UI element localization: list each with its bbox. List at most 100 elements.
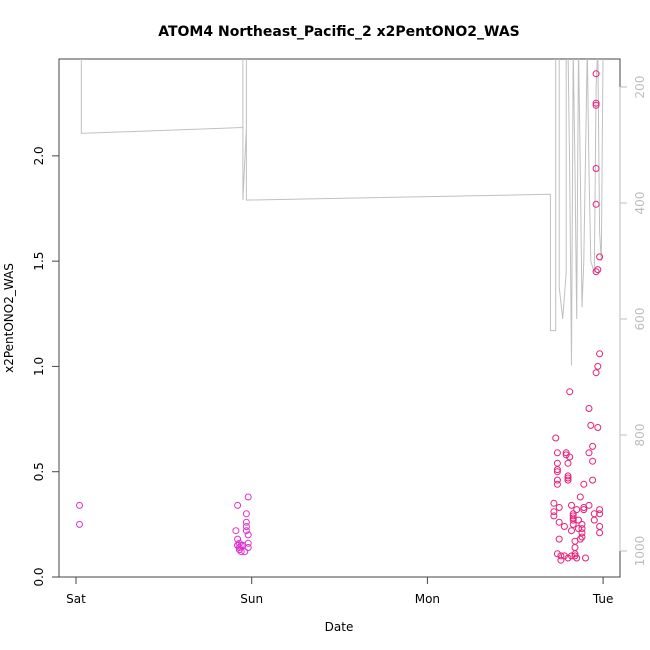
data-point [576, 535, 584, 543]
x-tick-label: Sun [240, 592, 263, 606]
data-point [562, 449, 570, 457]
data-point [564, 474, 572, 482]
data-point [596, 510, 604, 518]
data-point [571, 550, 579, 558]
data-point [244, 539, 252, 547]
data-point [553, 476, 561, 484]
y2-tick-label: 200 [633, 76, 647, 99]
data-point [566, 388, 574, 396]
data-point [585, 449, 593, 457]
data-point [235, 544, 243, 551]
data-point [244, 544, 252, 551]
data-point [578, 529, 586, 537]
data-point [573, 554, 581, 562]
y-tick-label: 2.0 [32, 146, 46, 165]
y2-tick-label: 1000 [633, 536, 647, 567]
data-point [76, 520, 83, 528]
data-point [234, 541, 242, 549]
y-axis-label: x2PentONO2_WAS [2, 263, 16, 373]
data-point [232, 527, 240, 535]
x-tick-label: Mon [415, 592, 440, 606]
data-point [580, 480, 588, 488]
data-point [578, 533, 586, 541]
data-point [594, 266, 602, 274]
data-point [596, 523, 604, 530]
data-point [553, 449, 561, 457]
data-point [553, 468, 561, 476]
data-point [592, 99, 600, 107]
data-point [587, 421, 595, 429]
data-point [592, 369, 600, 377]
y-tick-label: 0.5 [32, 462, 46, 481]
data-point [578, 520, 586, 528]
data-point [557, 556, 565, 564]
data-point [596, 529, 604, 537]
data-point [594, 424, 602, 431]
data-point [553, 466, 561, 474]
y2-axis: 200 400 600 800 1000 [619, 76, 647, 567]
data-point [244, 531, 252, 539]
data-point [564, 459, 572, 467]
data-point [569, 516, 577, 524]
data-point [564, 476, 572, 484]
data-point [76, 501, 83, 509]
x-tick-label: Tue [592, 592, 614, 606]
data-point [553, 480, 561, 488]
data-point [594, 362, 602, 370]
x-axis-label: Date [325, 620, 354, 634]
data-point [589, 442, 597, 450]
data-point [592, 165, 600, 172]
data-point [596, 350, 604, 358]
data-point [590, 516, 598, 524]
data-point [550, 512, 558, 520]
data-point [592, 70, 600, 78]
y-tick-label: 0.0 [32, 567, 46, 586]
data-point [578, 525, 586, 533]
x-axis: Sat Sun Mon Tue [66, 576, 614, 606]
data-point [237, 548, 245, 556]
data-point [550, 499, 558, 507]
data-point [557, 552, 565, 560]
data-point [244, 493, 252, 501]
data-point [234, 501, 242, 509]
data-point [555, 504, 563, 511]
data-point [235, 539, 243, 547]
data-point [562, 451, 570, 459]
y-tick-label: 1.5 [32, 252, 46, 271]
data-point [592, 101, 600, 109]
data-point [596, 506, 604, 514]
data-point [592, 268, 600, 276]
data-point [568, 501, 575, 509]
data-point [242, 518, 250, 526]
data-point [242, 527, 250, 535]
data-point [580, 506, 588, 514]
chart-title: ATOM4 Northeast_Pacific_2 x2PentONO2_WAS [158, 24, 520, 40]
data-point [575, 516, 582, 524]
altitude-line [80, 59, 604, 366]
data-point [569, 512, 577, 520]
data-point [571, 544, 579, 551]
data-point [589, 476, 597, 484]
y2-tick-label: 800 [633, 424, 647, 447]
plot-frame [58, 58, 621, 578]
y2-tick-label: 400 [633, 192, 647, 215]
data-point [569, 520, 577, 528]
data-point [566, 453, 574, 461]
data-point [242, 510, 250, 518]
data-point [575, 525, 582, 533]
y-axis: 0.0 0.5 1.0 1.5 2.0 [32, 146, 60, 587]
data-point [553, 550, 561, 558]
y-tick-label: 1.0 [32, 357, 46, 376]
data-point [571, 552, 579, 560]
data-point [241, 548, 249, 556]
data-point [552, 434, 560, 442]
data-point [585, 501, 593, 509]
data-point [576, 493, 584, 501]
data-point [592, 200, 600, 208]
y2-tick-label: 600 [633, 308, 647, 331]
data-point [582, 554, 589, 562]
data-point [564, 554, 572, 562]
x-tick-label: Sat [66, 592, 86, 606]
data-point [568, 527, 575, 535]
